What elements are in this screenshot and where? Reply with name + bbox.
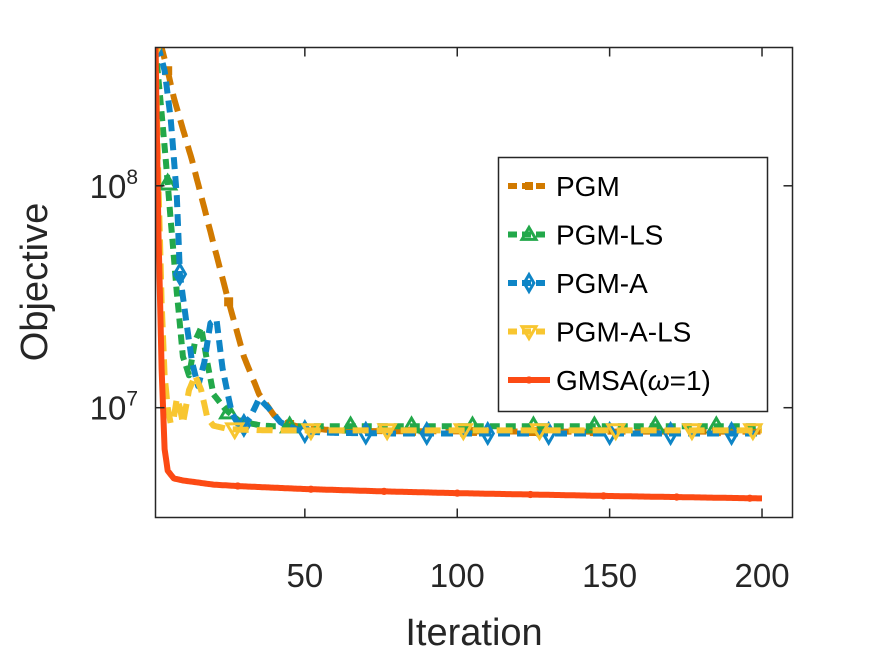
legend-label: PGM: [556, 171, 620, 202]
series-gmsa-1-: [155, 47, 764, 502]
series-marker: [300, 423, 322, 442]
series-marker: [522, 271, 536, 295]
legend-entry: PGM-LS: [508, 220, 663, 251]
legend-label: PGM-A: [556, 268, 648, 299]
series-marker: [599, 492, 608, 500]
y-tick-label: 107: [90, 388, 138, 427]
x-axis-label: Iteration: [405, 612, 542, 654]
x-tick-label: 50: [286, 557, 323, 594]
series-marker: [224, 422, 246, 441]
series-marker: [452, 423, 474, 442]
series-marker: [155, 47, 162, 59]
series-marker: [376, 423, 398, 442]
series-marker: [746, 494, 754, 502]
y-tick-label: 108: [90, 166, 138, 205]
legend-label: GMSA(ω=1): [556, 365, 711, 396]
series-marker: [453, 489, 461, 497]
plot-area: [155, 47, 764, 502]
legend-entry: PGM-A-LS: [508, 317, 691, 348]
legend-label: PGM-A-LS: [556, 317, 691, 348]
series-marker: [526, 490, 535, 499]
series-marker: [742, 423, 764, 442]
series-marker: [218, 401, 240, 420]
legend-entry: GMSA(ω=1): [508, 365, 711, 396]
series-marker: [172, 261, 188, 287]
y-axis-label: Objective: [14, 203, 56, 361]
series-marker: [380, 487, 388, 496]
series-marker: [234, 482, 242, 490]
x-tick-label: 100: [430, 557, 485, 594]
series-marker: [681, 423, 703, 442]
axes-box: [154, 46, 794, 519]
series-marker: [224, 297, 234, 307]
series-marker: [525, 182, 533, 190]
series-marker: [307, 485, 315, 493]
series-marker: [673, 493, 681, 501]
axis-ticks: 50 100 150 200 107 108: [90, 47, 793, 594]
x-tick-label: 200: [734, 557, 789, 594]
series-marker: [236, 412, 252, 438]
series-marker: [157, 172, 179, 191]
legend-entry: PGM: [508, 171, 620, 202]
series-line: [155, 47, 764, 437]
series-marker: [525, 376, 533, 384]
legend-entry: PGM-A: [508, 268, 648, 299]
x-tick-label: 150: [582, 557, 637, 594]
series-marker: [605, 423, 627, 442]
series-marker: [519, 224, 539, 241]
series-marker: [519, 325, 539, 342]
legend-label: PGM-LS: [556, 220, 663, 251]
series-pgm-a-ls: [155, 47, 764, 442]
series-marker: [528, 423, 551, 442]
legend: PGM PGM-LS PGM-A PGM-A-LS GMSA(ω=1): [497, 156, 769, 413]
plot-series: [155, 47, 764, 502]
